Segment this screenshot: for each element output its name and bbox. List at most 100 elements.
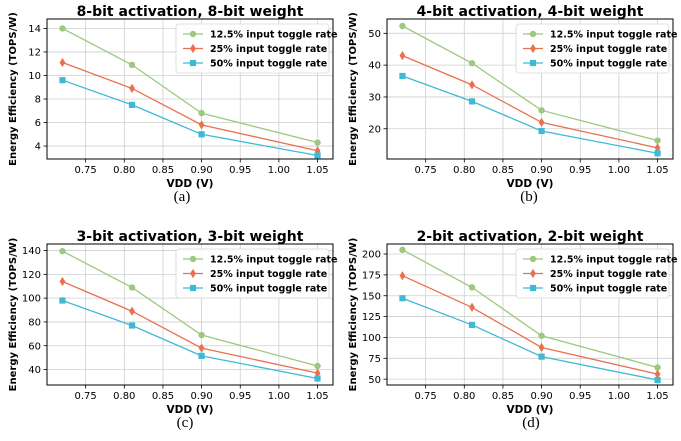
legend-marker: [529, 59, 537, 67]
y-axis-label: Energy Efficiency (TOPS/W): [8, 12, 19, 166]
x-axis-label: VDD (V): [507, 178, 554, 190]
chart-panel-c: 0.75 0.80 0.85 0.90 0.95 1.00 1.05 40 60 80 100 120…: [8, 229, 337, 431]
y-tick-label: 14: [28, 24, 41, 35]
chart-panel-d: 0.75 0.80 0.85 0.90 0.95 1.00 1.05 50 75 100 125 15…: [348, 229, 677, 431]
legend-marker: [189, 30, 197, 38]
data-point: [469, 80, 475, 90]
data-point: [314, 139, 321, 146]
chart-title: 4-bit activation, 4-bit weight: [417, 4, 644, 20]
x-tick-label: 0.95: [569, 391, 591, 402]
data-point: [314, 375, 321, 382]
data-point: [59, 297, 66, 304]
y-tick-label: 125: [362, 312, 381, 323]
data-point: [654, 143, 661, 153]
data-point: [198, 131, 205, 138]
y-tick-label: 80: [28, 318, 41, 329]
data-point: [59, 247, 66, 255]
legend-marker: [529, 284, 537, 292]
x-tick-label: 1.05: [306, 391, 328, 402]
legend-label: 25% input toggle rate: [550, 269, 667, 280]
y-tick-label: 6: [35, 118, 41, 129]
x-tick-label: 0.85: [492, 391, 514, 402]
data-point: [128, 284, 136, 291]
data-point: [198, 109, 205, 117]
y-tick-label: 75: [368, 354, 381, 365]
x-tick-label: 0.80: [113, 165, 135, 176]
plot-frame: [386, 18, 674, 160]
data-point: [128, 322, 136, 329]
data-point: [399, 295, 406, 302]
legend-box: [175, 23, 330, 74]
legend-label: 50% input toggle rate: [550, 59, 667, 70]
data-point: [59, 57, 66, 68]
x-tick-label: 0.85: [492, 165, 514, 176]
y-tick-label: 150: [362, 291, 381, 302]
chart-title: 2-bit activation, 2-bit weight: [417, 229, 644, 245]
series-line: [62, 27, 318, 144]
x-tick-label: 0.75: [75, 165, 97, 176]
legend-label: 50% input toggle rate: [550, 284, 667, 295]
data-point: [468, 284, 476, 291]
data-point: [538, 117, 545, 128]
x-axis-label: VDD (V): [167, 404, 214, 416]
legend-box: [515, 23, 670, 74]
figure-caption: (a): [174, 189, 191, 205]
data-point: [654, 369, 661, 379]
legend-label: 25% input toggle rate: [550, 44, 667, 55]
legend-label: 12.5% input toggle rate: [550, 30, 677, 41]
x-tick-label: 0.75: [415, 165, 437, 176]
series-line: [402, 297, 658, 381]
data-point: [654, 364, 661, 371]
y-tick-label: 40: [368, 61, 381, 72]
data-point: [128, 101, 136, 108]
data-point: [538, 353, 545, 360]
x-tick-label: 0.90: [530, 391, 552, 402]
legend-label: 25% input toggle rate: [210, 44, 327, 55]
legend-marker: [189, 59, 197, 67]
x-tick-label: 1.00: [268, 165, 290, 176]
legend-label: 12.5% input toggle rate: [210, 30, 337, 41]
y-tick-label: 100: [362, 333, 381, 344]
plot-frame: [46, 18, 334, 160]
data-point: [314, 152, 321, 159]
y-tick-label: 12: [28, 48, 41, 59]
legend-label: 25% input toggle rate: [210, 269, 327, 280]
data-point: [129, 83, 135, 94]
y-axis-label: Energy Efficiency (TOPS/W): [348, 12, 359, 166]
chart-panel-a: 0.75 0.80 0.85 0.90 0.95 1.00 1.05 4 6 8 10 12 14 8-b…: [8, 4, 337, 205]
x-tick-label: 0.80: [453, 391, 475, 402]
x-tick-label: 0.90: [190, 165, 212, 176]
x-tick-label: 0.95: [229, 165, 251, 176]
y-tick-label: 175: [362, 270, 381, 281]
data-point: [654, 150, 661, 157]
figure-caption: (c): [177, 415, 194, 431]
data-point: [399, 271, 406, 281]
y-tick-label: 100: [22, 294, 41, 305]
legend-label: 50% input toggle rate: [210, 284, 327, 295]
x-tick-label: 0.85: [152, 391, 174, 402]
data-point: [538, 332, 545, 339]
series-line: [402, 25, 658, 142]
x-tick-label: 1.05: [306, 165, 328, 176]
data-point: [314, 362, 321, 370]
x-tick-label: 0.90: [530, 165, 552, 176]
data-point: [59, 77, 66, 84]
chart-panel-b: 0.75 0.80 0.85 0.90 0.95 1.00 1.05 20 30 40 50 4-bi…: [348, 4, 677, 205]
data-point: [399, 72, 406, 80]
data-point: [198, 120, 205, 130]
series-line: [402, 249, 658, 369]
x-tick-label: 0.80: [453, 165, 475, 176]
y-tick-label: 30: [368, 93, 381, 104]
plot-frame: [46, 243, 334, 386]
x-tick-label: 0.75: [415, 391, 437, 402]
data-point: [399, 246, 406, 254]
y-axis-label: Energy Efficiency (TOPS/W): [8, 238, 19, 392]
plot-frame: [386, 243, 674, 386]
legend-marker: [190, 268, 196, 279]
x-tick-label: 0.80: [113, 391, 135, 402]
data-point: [538, 107, 545, 114]
y-tick-label: 40: [28, 365, 41, 376]
y-tick-label: 4: [35, 142, 41, 153]
y-tick-label: 140: [22, 246, 41, 257]
data-point: [468, 321, 476, 329]
